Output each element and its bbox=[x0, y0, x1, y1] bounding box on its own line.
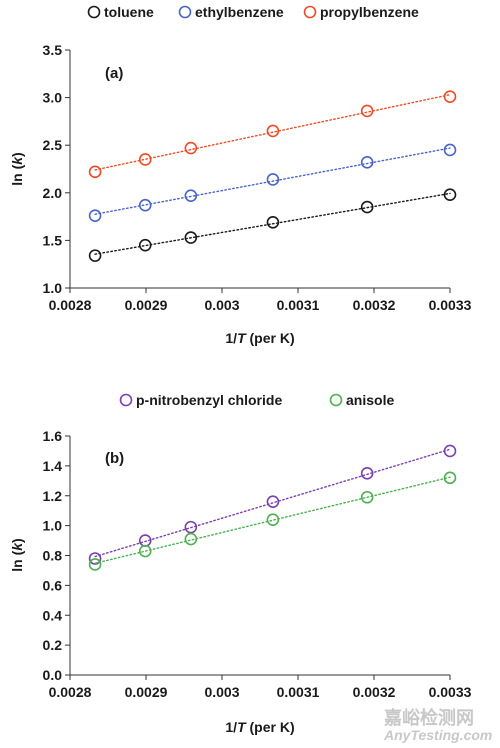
data-point-p-nitrobenzyl-chloride bbox=[443, 444, 457, 458]
data-point-ethylbenzene bbox=[360, 156, 374, 169]
data-point-toluene bbox=[184, 231, 198, 244]
y-tick-label: 0.2 bbox=[43, 637, 63, 653]
y-tick-label: 2.5 bbox=[43, 137, 63, 153]
x-axis-label: 1/T (per K) bbox=[225, 330, 294, 346]
data-point-propylbenzene bbox=[443, 90, 457, 103]
y-tick-label: 1.5 bbox=[43, 232, 63, 248]
data-point-ethylbenzene bbox=[266, 173, 280, 186]
data-point-propylbenzene bbox=[184, 141, 198, 155]
data-point-propylbenzene bbox=[360, 104, 374, 118]
data-point-ethylbenzene bbox=[88, 209, 102, 222]
data-point-anisole bbox=[138, 544, 152, 558]
data-point-anisole bbox=[88, 558, 102, 571]
y-tick-label: 1.2 bbox=[43, 488, 63, 504]
x-tick-label: 0.0033 bbox=[429, 297, 472, 313]
data-point-ethylbenzene bbox=[138, 198, 152, 212]
x-tick-label: 0.0031 bbox=[277, 684, 320, 700]
legend-label: anisole bbox=[346, 392, 394, 408]
data-point-toluene bbox=[360, 200, 374, 214]
trendline-ethylbenzene bbox=[94, 147, 451, 215]
panel-label: (a) bbox=[105, 65, 123, 82]
y-tick-label: 0.6 bbox=[43, 577, 63, 593]
legend-marker bbox=[178, 5, 192, 19]
data-point-anisole bbox=[360, 490, 374, 504]
legend-marker bbox=[119, 393, 133, 407]
legend-label: toluene bbox=[104, 4, 154, 20]
data-point-anisole bbox=[184, 532, 198, 546]
x-tick-label: 0.0029 bbox=[125, 297, 168, 313]
x-tick-label: 0.0028 bbox=[49, 684, 92, 700]
x-tick-label: 0.0031 bbox=[277, 297, 320, 313]
data-point-toluene bbox=[138, 238, 152, 252]
legend-label: ethylbenzene bbox=[195, 4, 284, 20]
y-axis-label: ln (k) bbox=[9, 538, 25, 571]
x-tick-label: 0.0032 bbox=[353, 684, 396, 700]
chart-panel-b: 0.0 0.2 0.4 0.6 0.8 1.0 1.2 1.4 1.6 0.0028 0.0029 0… bbox=[9, 392, 472, 735]
data-point-propylbenzene bbox=[138, 153, 152, 166]
x-tick-label: 0.003 bbox=[204, 297, 239, 313]
legend-marker bbox=[87, 5, 101, 19]
y-tick-label: 1.0 bbox=[43, 280, 63, 296]
y-tick-label: 2.0 bbox=[43, 185, 63, 201]
data-point-toluene bbox=[443, 188, 457, 202]
y-tick-label: 0.8 bbox=[43, 548, 63, 564]
data-point-anisole bbox=[443, 471, 457, 485]
y-tick-label: 1.6 bbox=[43, 428, 63, 444]
y-tick-label: 1.0 bbox=[43, 518, 63, 534]
data-point-toluene bbox=[266, 216, 280, 229]
data-point-toluene bbox=[88, 249, 102, 262]
legend-label: propylbenzene bbox=[320, 4, 419, 20]
data-point-anisole bbox=[266, 513, 280, 526]
watermark-line2: AnyTesting.com bbox=[383, 727, 492, 743]
data-point-p-nitrobenzyl-chloride bbox=[184, 520, 198, 534]
y-tick-label: 1.4 bbox=[43, 458, 63, 474]
y-tick-label: 3.5 bbox=[43, 42, 63, 58]
x-tick-label: 0.0033 bbox=[429, 684, 472, 700]
y-tick-label: 0.0 bbox=[43, 667, 63, 683]
y-tick-label: 0.4 bbox=[43, 607, 63, 623]
y-axis-label: ln (k) bbox=[9, 152, 25, 185]
watermark: 嘉峪检测网 AnyTesting.com bbox=[383, 707, 492, 743]
data-point-p-nitrobenzyl-chloride bbox=[266, 495, 280, 509]
trendline-anisole bbox=[94, 476, 451, 565]
data-point-p-nitrobenzyl-chloride bbox=[360, 467, 374, 480]
data-point-ethylbenzene bbox=[184, 189, 198, 202]
legend-marker bbox=[303, 5, 317, 19]
data-point-propylbenzene bbox=[266, 124, 280, 138]
y-tick-label: 3.0 bbox=[43, 90, 63, 106]
data-point-ethylbenzene bbox=[443, 143, 457, 157]
legend-marker bbox=[329, 393, 343, 407]
trendline-p-nitrobenzyl-chloride bbox=[94, 448, 451, 558]
watermark-line1: 嘉峪检测网 bbox=[383, 707, 474, 728]
panel-label: (b) bbox=[105, 450, 124, 467]
x-tick-label: 0.003 bbox=[204, 684, 239, 700]
x-axis-label: 1/T (per K) bbox=[225, 719, 294, 735]
x-tick-label: 0.0028 bbox=[49, 297, 92, 313]
trendline-propylbenzene bbox=[94, 93, 451, 171]
x-tick-label: 0.0032 bbox=[353, 297, 396, 313]
legend-label: p-nitrobenzyl chloride bbox=[136, 392, 282, 408]
chart-panel-a: 1.0 1.5 2.0 2.5 3.0 3.5 0.0028 0.0029 0.003 0.003… bbox=[9, 4, 472, 346]
trendline-toluene bbox=[94, 192, 451, 255]
data-point-propylbenzene bbox=[88, 165, 102, 179]
x-tick-label: 0.0029 bbox=[125, 684, 168, 700]
